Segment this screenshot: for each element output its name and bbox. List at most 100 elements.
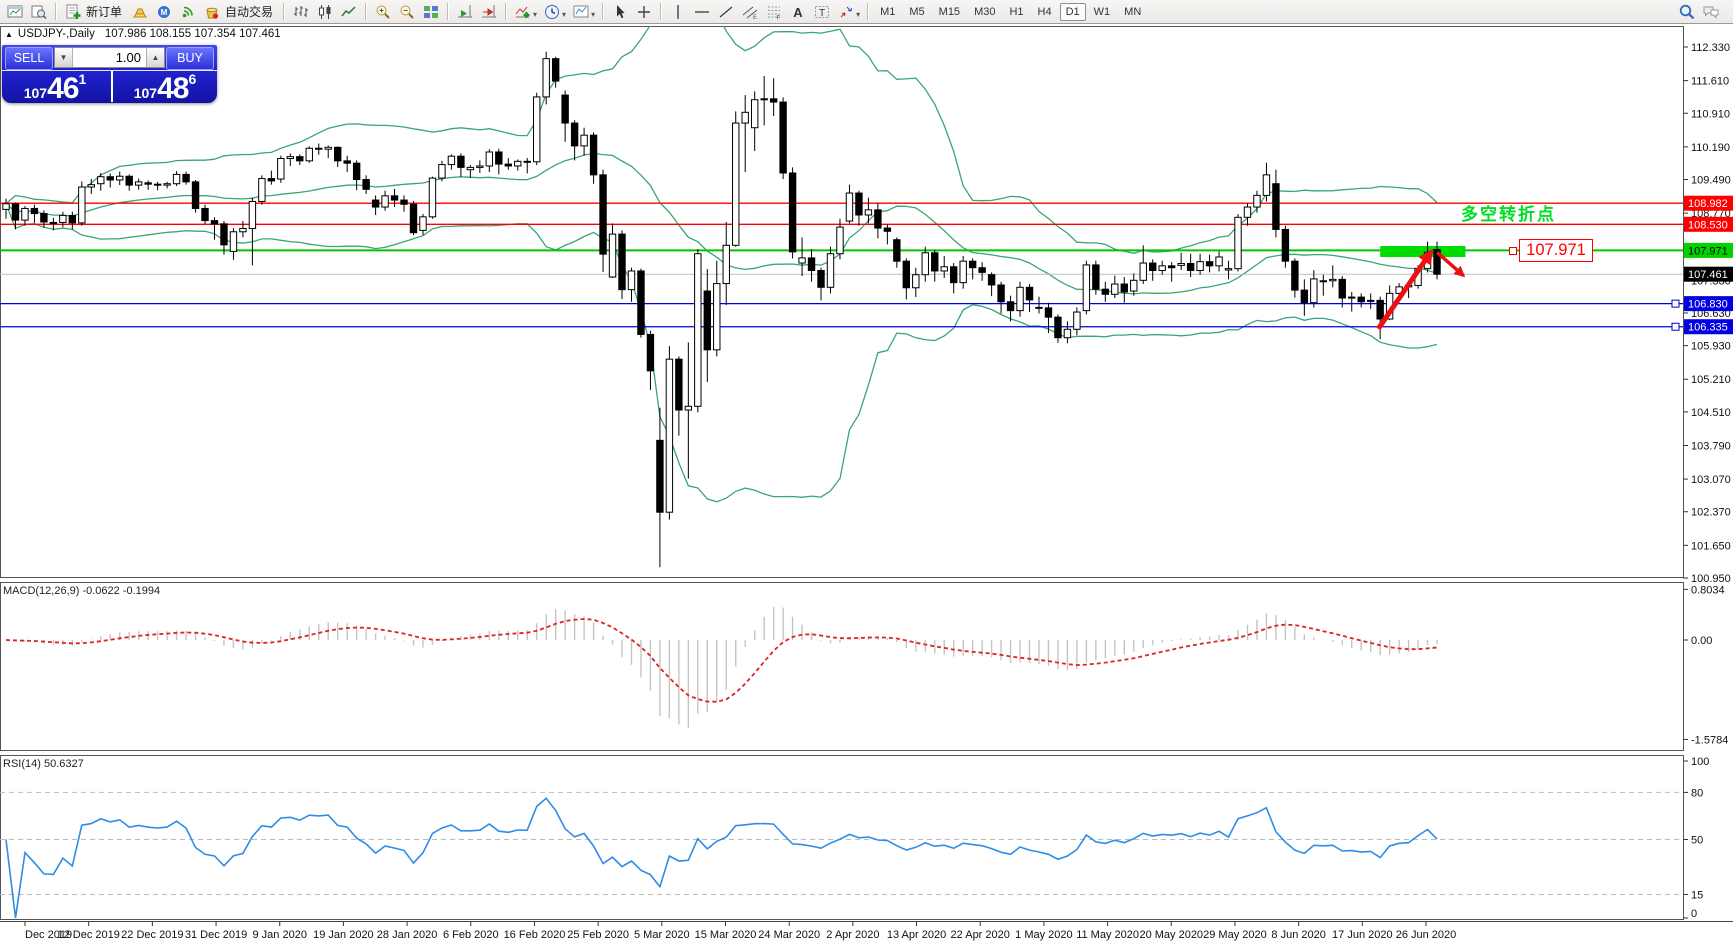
rsi-tick-label: 80	[1691, 787, 1703, 799]
price-callout-label[interactable]: 107.971	[1519, 239, 1593, 262]
timeframe-m1-button[interactable]: M1	[880, 5, 896, 18]
sell-price-pipette: 1	[78, 71, 87, 87]
price-badge-label: 107.971	[1688, 245, 1728, 257]
macd-tick-label: -1.5784	[1691, 734, 1728, 746]
periods-dropdown-caret[interactable]: ▾	[562, 10, 567, 19]
sell-button[interactable]: SELL	[5, 47, 53, 70]
svg-text:F: F	[777, 15, 781, 20]
volume-increase-button[interactable]: ▲	[146, 48, 164, 67]
templates-icon[interactable]	[569, 1, 593, 22]
macd-signal-line	[5, 618, 1438, 703]
chart-shift-icon[interactable]	[477, 1, 501, 22]
toolbar-separator	[867, 3, 870, 20]
signals-icon[interactable]	[176, 1, 200, 22]
price-tick-label: 109.490	[1691, 175, 1731, 187]
callout-anchor-handle[interactable]	[1509, 247, 1517, 255]
search-icon[interactable]	[1675, 1, 1699, 22]
templates-dropdown-caret[interactable]: ▾	[591, 10, 596, 19]
svg-text:E: E	[753, 15, 757, 20]
buy-price-pipette: 6	[188, 71, 197, 87]
auto-trading-icon[interactable]	[200, 1, 224, 22]
date-label: 22 Dec 2019	[121, 929, 183, 941]
periods-icon[interactable]	[540, 1, 564, 22]
line-handle[interactable]	[1671, 322, 1680, 331]
arrows-dropdown-caret[interactable]: ▾	[856, 10, 861, 19]
new-order-label[interactable]: 新订单	[86, 5, 123, 19]
volume-input[interactable]	[73, 48, 146, 67]
timeframe-h4-button[interactable]: H4	[1037, 5, 1052, 18]
buy-price-display[interactable]: 107486	[111, 71, 217, 105]
rsi-tick-label: 15	[1691, 889, 1703, 901]
bar-chart-icon[interactable]	[289, 1, 313, 22]
gold-icon[interactable]	[128, 1, 152, 22]
trendline-icon[interactable]	[714, 1, 738, 22]
zoom-in-icon[interactable]	[371, 1, 395, 22]
price-tick-label: 104.510	[1691, 407, 1731, 419]
toolbar-separator	[55, 3, 57, 20]
timeframe-group: M1 M5 M15 M30 H1 H4 D1 W1 MN	[873, 2, 1148, 21]
rsi-pane	[0, 791, 1683, 919]
chart-window-icon[interactable]	[3, 1, 27, 22]
date-label: 26 Jun 2020	[1396, 929, 1457, 941]
bollinger-middle-band	[5, 152, 1438, 295]
timeframe-d1-button[interactable]: D1	[1059, 2, 1086, 21]
buy-button[interactable]: BUY	[166, 47, 214, 70]
timeframe-m5-button[interactable]: M5	[909, 5, 925, 18]
indicators-dropdown-caret[interactable]: ▾	[533, 10, 538, 19]
candle-chart-icon[interactable]	[313, 1, 337, 22]
price-tick-label: 110.190	[1691, 142, 1730, 154]
timeframe-w1-button[interactable]: W1	[1093, 5, 1111, 18]
fibonacci-icon[interactable]: F	[762, 1, 786, 22]
arrows-icon[interactable]	[834, 1, 858, 22]
price-tick-label: 101.650	[1691, 540, 1731, 552]
ohlc-values: 107.986 108.155 107.354 107.461	[104, 28, 281, 40]
price-tick-label: 105.930	[1691, 341, 1731, 353]
macd-pane-frame	[0, 582, 1684, 751]
sell-price-big: 46	[47, 72, 79, 105]
cursor-icon[interactable]	[608, 1, 632, 22]
timeframe-m15-button[interactable]: M15	[938, 5, 961, 18]
toolbar-groups: 新订单 M 自动交易 ▾ ▾ ▾ E F A T ▾	[3, 1, 863, 22]
date-label: 28 Jan 2020	[377, 929, 438, 941]
indicators-icon[interactable]	[511, 1, 535, 22]
rsi-tick-label: 50	[1691, 835, 1703, 847]
timeframe-mn-button[interactable]: MN	[1124, 5, 1142, 18]
price-tick-label: 103.790	[1691, 440, 1731, 452]
rsi-indicator-label: RSI(14) 50.6327	[3, 758, 84, 770]
green-zone-rectangle[interactable]	[1380, 246, 1466, 258]
text-icon[interactable]: A	[786, 1, 810, 22]
line-handle[interactable]	[1671, 299, 1680, 308]
line-chart-icon[interactable]	[337, 1, 361, 22]
auto-scroll-icon[interactable]	[453, 1, 477, 22]
trend-arrow[interactable]	[1435, 250, 1466, 278]
collapse-triangle-icon[interactable]: ▲	[5, 30, 13, 39]
date-label: 20 May 2020	[1139, 929, 1203, 941]
price-badge-label: 108.982	[1688, 198, 1728, 210]
tile-windows-icon[interactable]	[419, 1, 443, 22]
turning-point-annotation[interactable]: 多空转折点	[1461, 205, 1556, 224]
sell-price-display[interactable]: 107461	[2, 71, 108, 105]
trend-arrow[interactable]	[1376, 248, 1434, 331]
chat-icon[interactable]	[1699, 1, 1723, 22]
timeframe-m30-button[interactable]: M30	[974, 5, 996, 18]
profiles-icon[interactable]	[27, 1, 51, 22]
community-icon[interactable]: M	[152, 1, 176, 22]
date-label: 9 Jan 2020	[253, 929, 307, 941]
price-badge-label: 106.830	[1688, 299, 1728, 311]
crosshair-icon[interactable]	[632, 1, 656, 22]
price-badge-label: 106.335	[1688, 322, 1728, 334]
horizontal-line-icon[interactable]	[690, 1, 714, 22]
new-order-icon[interactable]	[61, 1, 85, 22]
price-badge	[1684, 319, 1733, 335]
text-label-icon[interactable]: T	[810, 1, 834, 22]
equidistant-channel-icon[interactable]: E	[738, 1, 762, 22]
zoom-out-icon[interactable]	[395, 1, 419, 22]
price-badge	[1684, 266, 1733, 282]
auto-trading-label[interactable]: 自动交易	[225, 5, 274, 19]
volume-decrease-button[interactable]: ▼	[55, 48, 73, 67]
vertical-line-icon[interactable]	[666, 1, 690, 22]
timeframe-h1-button[interactable]: H1	[1009, 5, 1024, 18]
buy-price-big: 48	[157, 72, 189, 105]
